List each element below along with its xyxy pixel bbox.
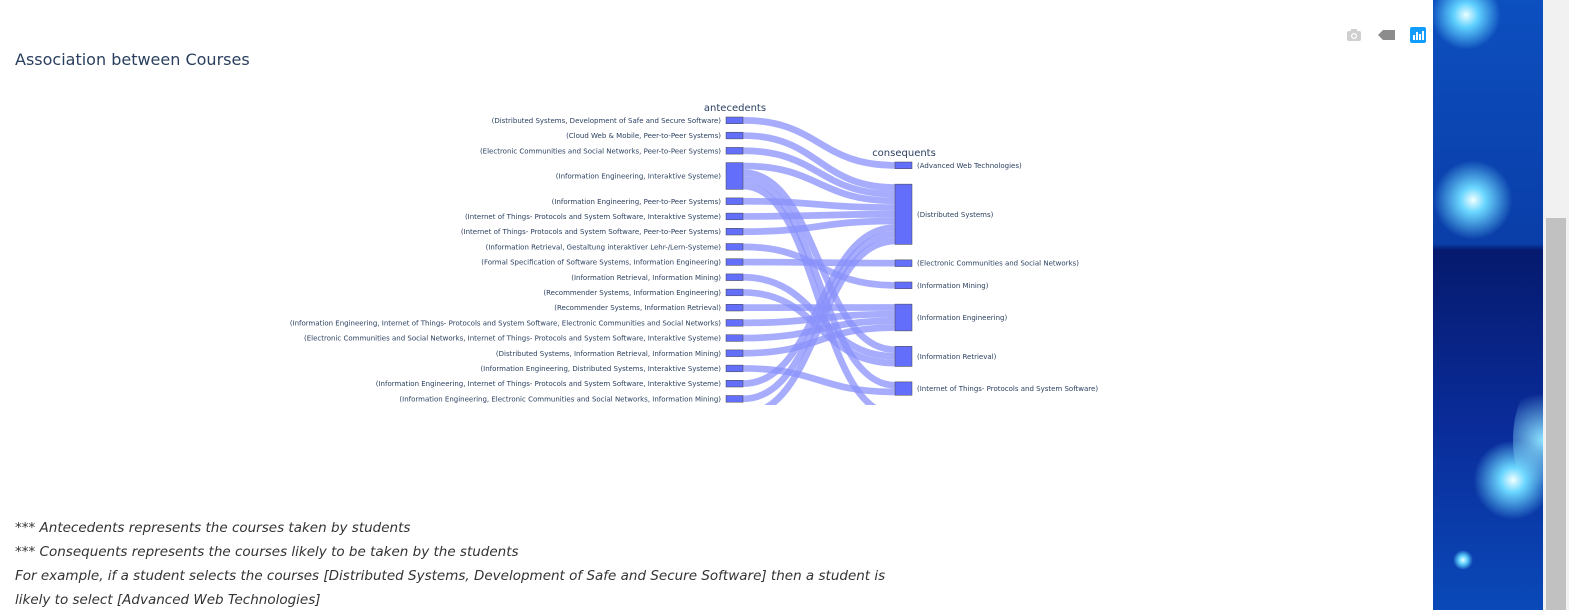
antecedent-node[interactable]	[726, 132, 743, 139]
antecedent-node[interactable]	[726, 335, 743, 342]
consequent-node-label: (Information Retrieval)	[917, 353, 997, 361]
plotly-logo-button[interactable]	[1409, 26, 1427, 44]
antecedent-node-label: (Internet of Things- Protocols and Syste…	[465, 213, 721, 221]
download-plot-button[interactable]	[1345, 26, 1363, 44]
antecedents-column-label: antecedents	[704, 103, 766, 114]
note-consequents: *** Consequents represents the courses l…	[15, 540, 895, 564]
antecedent-node-label: (Information Engineering, Peer-to-Peer S…	[552, 198, 722, 206]
antecedent-node-label: (Recommender Systems, Information Retrie…	[554, 304, 721, 312]
glow-light	[1433, 0, 1501, 50]
consequent-node[interactable]	[895, 260, 912, 267]
consequent-node-label: (Information Mining)	[917, 282, 989, 290]
scrollbar-thumb[interactable]	[1546, 218, 1566, 610]
antecedent-node[interactable]	[726, 289, 743, 296]
clear-selection-button[interactable]	[1377, 26, 1395, 44]
antecedent-node[interactable]	[726, 350, 743, 357]
antecedent-node-label: (Information Retrieval, Information Mini…	[571, 274, 721, 282]
camera-icon	[1346, 28, 1362, 42]
consequent-node[interactable]	[895, 346, 912, 366]
consequent-node-label: (Internet of Things- Protocols and Syste…	[917, 385, 1098, 393]
antecedent-node-label: (Electronic Communities and Social Netwo…	[304, 335, 721, 343]
eraser-icon	[1378, 30, 1395, 40]
consequent-node[interactable]	[895, 382, 912, 395]
note-antecedents: *** Antecedents represents the courses t…	[15, 516, 895, 540]
antecedent-node[interactable]	[726, 320, 743, 327]
note-example: For example, if a student selects the co…	[15, 564, 895, 612]
antecedent-node[interactable]	[726, 198, 743, 205]
antecedent-node-label: (Information Engineering, Interaktive Sy…	[556, 173, 721, 181]
sankey-link[interactable]	[743, 262, 895, 263]
main-panel: Association between Courses	[0, 0, 1433, 610]
glow-light	[1433, 160, 1513, 240]
consequent-node[interactable]	[895, 162, 912, 169]
glow-light	[1453, 550, 1473, 570]
antecedent-node-label: (Information Engineering, Electronic Com…	[399, 395, 721, 403]
antecedent-node[interactable]	[726, 304, 743, 311]
antecedent-node-label: (Electronic Communities and Social Netwo…	[480, 147, 721, 155]
antecedent-node-label: (Information Engineering, Distributed Sy…	[480, 365, 721, 373]
antecedent-node-label: (Information Engineering, Internet of Th…	[290, 319, 721, 327]
sankey-link[interactable]	[743, 214, 895, 216]
antecedent-node[interactable]	[726, 163, 743, 190]
consequent-node[interactable]	[895, 184, 912, 244]
antecedent-node[interactable]	[726, 380, 743, 387]
antecedent-node-label: (Distributed Systems, Information Retrie…	[496, 350, 721, 358]
antecedent-node-label: (Recommender Systems, Information Engine…	[543, 289, 721, 297]
sankey-diagram: antecedents consequents (Distributed Sys…	[0, 95, 1420, 405]
antecedent-node[interactable]	[726, 259, 743, 266]
antecedent-node-label: (Formal Specification of Software System…	[481, 259, 721, 267]
plotly-logo-icon	[1410, 27, 1426, 43]
antecedent-node-label: (Information Retrieval, Gestaltung inter…	[486, 243, 722, 251]
links-layer	[743, 120, 895, 405]
antecedent-node[interactable]	[726, 117, 743, 124]
notes: *** Antecedents represents the courses t…	[15, 516, 895, 612]
consequent-node[interactable]	[895, 282, 912, 289]
antecedent-node-label: (Internet of Things- Protocols and Syste…	[461, 228, 721, 236]
antecedent-node[interactable]	[726, 244, 743, 251]
background-image-panel	[1433, 0, 1543, 610]
consequents-column-label: consequents	[872, 148, 936, 159]
consequent-node-label: (Electronic Communities and Social Netwo…	[917, 260, 1079, 268]
consequent-node-label: (Distributed Systems)	[917, 211, 994, 219]
consequent-node[interactable]	[895, 304, 912, 331]
antecedent-node[interactable]	[726, 213, 743, 220]
antecedent-node[interactable]	[726, 147, 743, 154]
consequent-node-label: (Advanced Web Technologies)	[917, 162, 1022, 170]
antecedent-node[interactable]	[726, 274, 743, 281]
antecedent-node[interactable]	[726, 228, 743, 235]
antecedent-node-label: (Distributed Systems, Development of Saf…	[492, 117, 722, 125]
antecedent-node-label: (Information Engineering, Internet of Th…	[376, 380, 722, 388]
antecedent-node[interactable]	[726, 365, 743, 372]
antecedent-node-label: (Cloud Web & Mobile, Peer-to-Peer System…	[566, 132, 721, 140]
modebar	[1345, 26, 1427, 44]
antecedent-node[interactable]	[726, 396, 743, 403]
chart-title: Association between Courses	[15, 50, 250, 69]
consequent-node-label: (Information Engineering)	[917, 314, 1007, 322]
nodes-layer: (Distributed Systems, Development of Saf…	[290, 117, 1174, 405]
